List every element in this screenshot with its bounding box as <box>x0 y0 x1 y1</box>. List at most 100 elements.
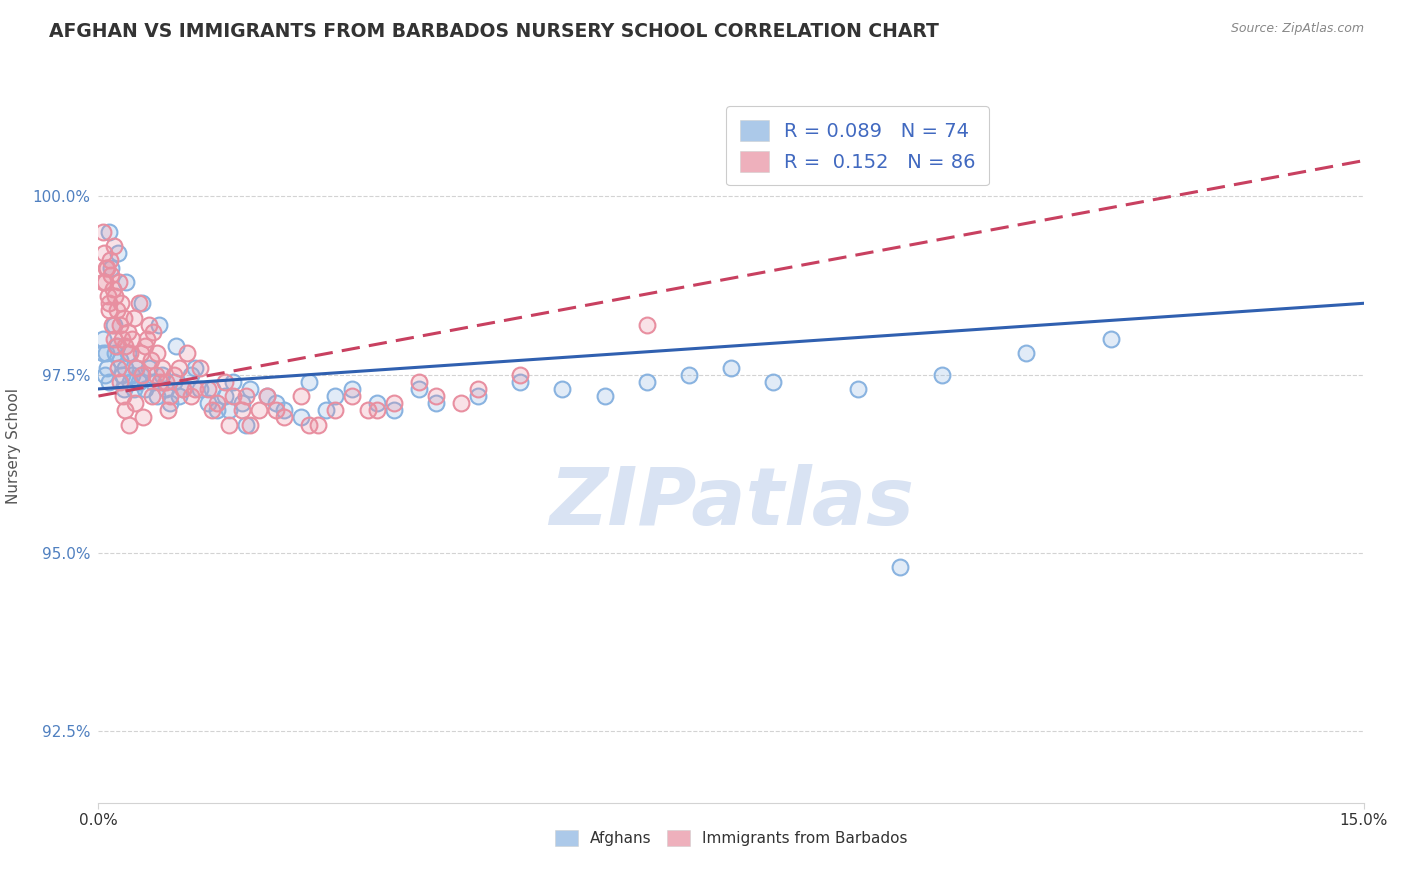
Point <box>298 417 321 432</box>
Point <box>176 346 198 360</box>
Point <box>122 382 145 396</box>
Point <box>134 382 156 396</box>
Point <box>408 382 430 396</box>
Point <box>110 296 132 310</box>
Point <box>129 368 152 382</box>
Point <box>167 360 190 375</box>
Point <box>94 275 117 289</box>
Point <box>108 318 131 332</box>
Point <box>114 360 136 375</box>
Point <box>214 389 236 403</box>
Point <box>120 346 142 360</box>
Point <box>273 410 295 425</box>
Point <box>115 275 138 289</box>
Point <box>298 375 321 389</box>
Point <box>323 389 346 403</box>
Point <box>720 360 742 375</box>
Point <box>97 296 120 310</box>
Point <box>172 382 194 396</box>
Point <box>256 389 278 403</box>
Point <box>129 346 152 360</box>
Point <box>104 289 127 303</box>
Point <box>509 368 531 382</box>
Point <box>146 389 169 403</box>
Point <box>128 375 150 389</box>
Point <box>323 403 346 417</box>
Point <box>239 417 262 432</box>
Point <box>124 396 146 410</box>
Point <box>97 289 120 303</box>
Point <box>145 368 167 382</box>
Point <box>159 389 181 403</box>
Point <box>201 403 224 417</box>
Point <box>273 403 295 417</box>
Point <box>98 253 121 268</box>
Point <box>366 396 388 410</box>
Point <box>636 318 658 332</box>
Point <box>94 346 117 360</box>
Point <box>382 403 405 417</box>
Point <box>118 417 141 432</box>
Point <box>197 396 219 410</box>
Point <box>408 375 430 389</box>
Point <box>509 375 531 389</box>
Point <box>450 396 472 410</box>
Point <box>222 375 245 389</box>
Point <box>165 339 187 353</box>
Point <box>172 382 194 396</box>
Point <box>94 260 117 275</box>
Point <box>142 375 165 389</box>
Point <box>235 389 257 403</box>
Point <box>889 560 911 574</box>
Point <box>101 318 124 332</box>
Point <box>315 403 337 417</box>
Point <box>340 389 363 403</box>
Point <box>146 346 169 360</box>
Point <box>96 260 118 275</box>
Point <box>231 396 253 410</box>
Point <box>167 389 190 403</box>
Point <box>93 332 115 346</box>
Point <box>94 368 117 382</box>
Point <box>678 368 700 382</box>
Point <box>218 417 240 432</box>
Point <box>290 389 312 403</box>
Point <box>105 303 128 318</box>
Point <box>107 360 129 375</box>
Point <box>96 360 118 375</box>
Point <box>134 339 156 353</box>
Point <box>201 382 224 396</box>
Point <box>120 375 142 389</box>
Point <box>103 332 125 346</box>
Point <box>425 389 447 403</box>
Point <box>139 353 162 368</box>
Point <box>264 403 287 417</box>
Point <box>1099 332 1122 346</box>
Point <box>107 275 129 289</box>
Point <box>131 368 153 382</box>
Point <box>467 389 489 403</box>
Point <box>112 310 135 325</box>
Point <box>104 346 127 360</box>
Point <box>1015 346 1038 360</box>
Point <box>110 375 132 389</box>
Point <box>551 382 574 396</box>
Point <box>155 382 177 396</box>
Point <box>131 296 153 310</box>
Point <box>205 396 228 410</box>
Point <box>97 375 120 389</box>
Point <box>340 382 363 396</box>
Point <box>256 389 278 403</box>
Point <box>103 239 125 253</box>
Legend: Afghans, Immigrants from Barbados: Afghans, Immigrants from Barbados <box>548 824 914 852</box>
Point <box>467 382 489 396</box>
Point <box>111 368 134 382</box>
Point <box>366 403 388 417</box>
Point <box>188 360 211 375</box>
Y-axis label: Nursery School: Nursery School <box>6 388 21 504</box>
Point <box>111 332 134 346</box>
Point <box>98 225 121 239</box>
Point <box>141 389 163 403</box>
Text: ZIPatlas: ZIPatlas <box>548 464 914 542</box>
Point <box>180 389 202 403</box>
